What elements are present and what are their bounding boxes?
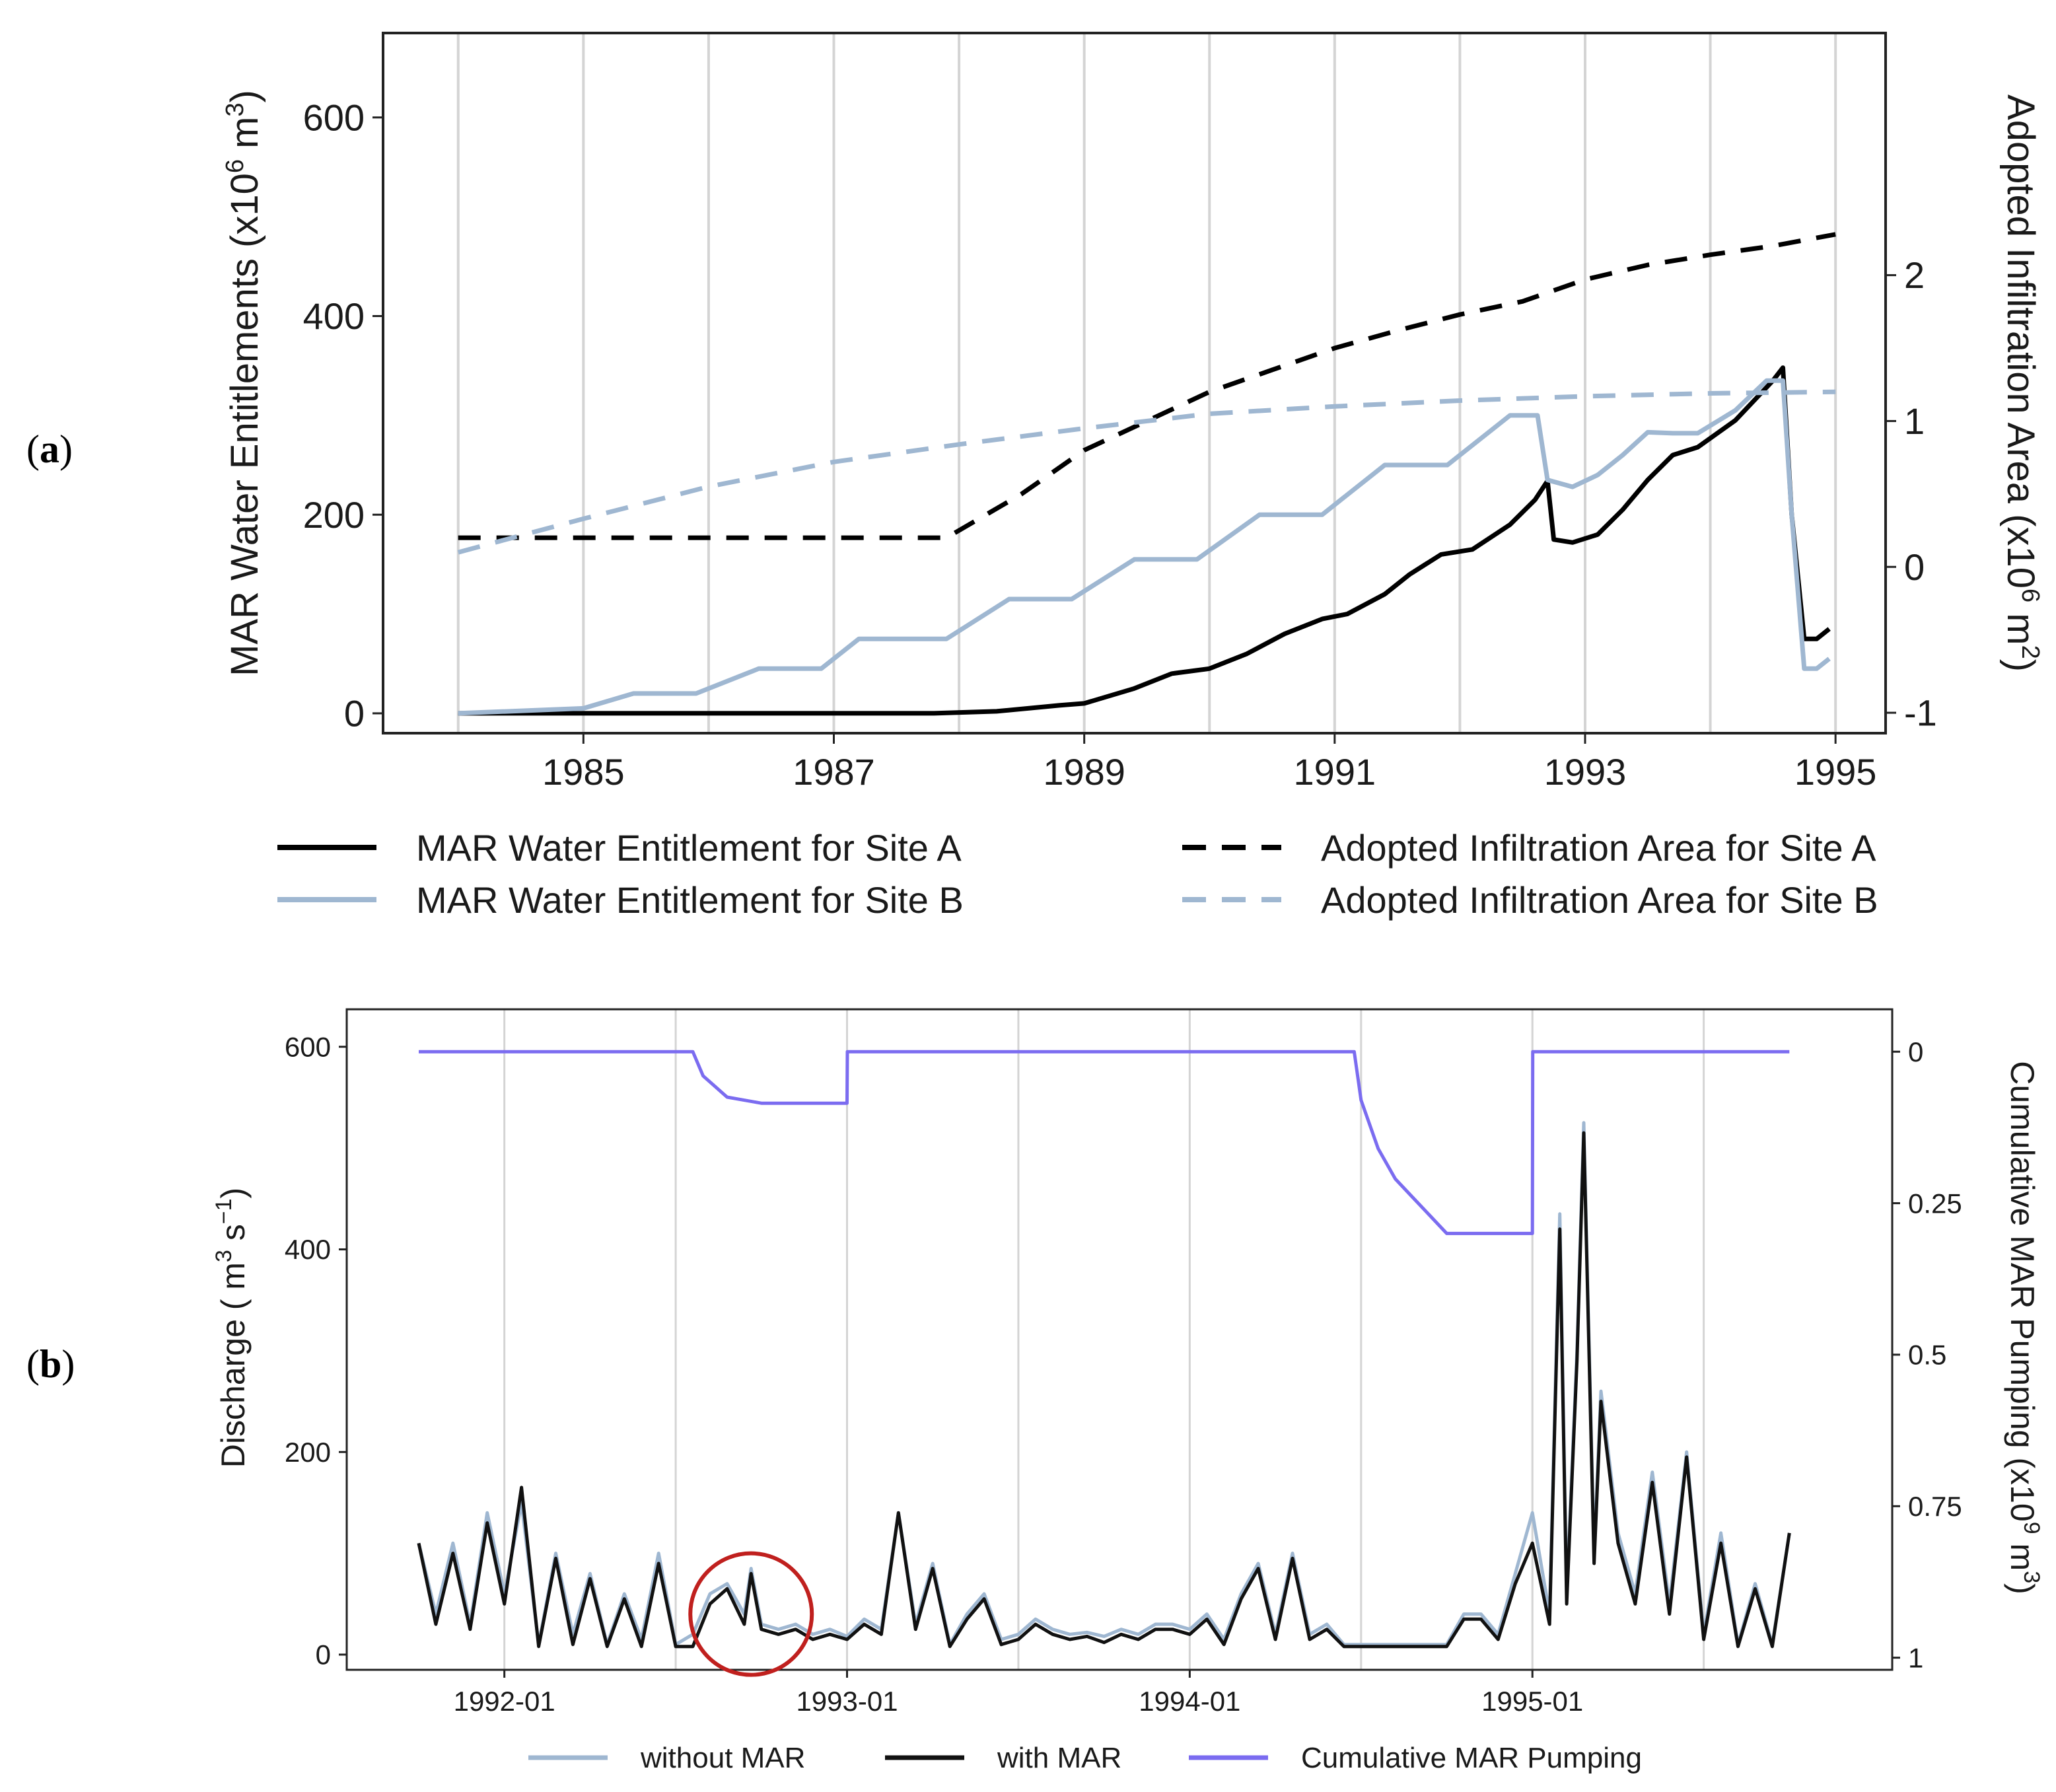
panel-b-x-axis: 1992-01 1993-01 1994-01 1995-01 — [454, 1670, 1583, 1717]
panel-a-plot-border — [382, 32, 1887, 735]
panel-b-plot-border — [345, 1008, 1894, 1671]
legend-label-mar-water-entitlement-for-site-a: MAR Water Entitlement for Site A — [416, 827, 962, 869]
panel-b-y-label: Discharge ( m3 s−1) — [211, 1188, 252, 1468]
y2-tick-label-0-25: 0.25 — [1908, 1188, 1962, 1219]
y2-tick-label-0: 0 — [1904, 546, 1925, 588]
y2-tick-label-0: 0 — [1908, 1036, 1923, 1067]
y-tick-label-200: 200 — [285, 1437, 331, 1468]
x-tick-label-1993: 1993 — [1544, 751, 1627, 793]
legend-label-with-mar: with MAR — [997, 1742, 1121, 1774]
y2-tick-label-0-75: 0.75 — [1908, 1491, 1962, 1522]
y2-tick-label-1: -1 — [1904, 692, 1937, 734]
x-tick-label-1995-01: 1995-01 — [1481, 1686, 1583, 1717]
series-line-adopted-infiltration-area-for-site-b — [457, 389, 1836, 555]
panel-a-y-axis: 0 200 400 600 — [303, 96, 383, 735]
panel-b-y2-label: Cumulative MAR Pumping (x109 m3) — [2004, 1061, 2044, 1595]
legend-label-without-mar: without MAR — [640, 1742, 805, 1774]
x-tick-label-1987: 1987 — [793, 751, 875, 793]
y2-tick-label-0-5: 0.5 — [1908, 1340, 1946, 1371]
panel-b-legend: without MAR with MAR Cumulative MAR Pumpin… — [528, 1742, 1642, 1774]
panel-a-gridlines — [456, 33, 1837, 733]
y-tick-label-0: 0 — [316, 1639, 331, 1670]
panel-a-y-label: MAR Water Entitlements (x106 m3) — [221, 90, 266, 676]
x-tick-label-1989: 1989 — [1043, 751, 1125, 793]
x-tick-label-1995: 1995 — [1794, 751, 1877, 793]
annotation-circle — [688, 1551, 814, 1677]
y-tick-label-600: 600 — [285, 1031, 331, 1062]
x-tick-label-1992-01: 1992-01 — [454, 1686, 555, 1717]
legend-label-adopted-infiltration-area-for-site-b: Adopted Infiltration Area for Site B — [1321, 879, 1878, 921]
series-line-with-mar — [417, 1131, 1791, 1649]
legend-label-mar-water-entitlement-for-site-b: MAR Water Entitlement for Site B — [416, 879, 964, 921]
series-line-mar-water-entitlement-for-site-a — [458, 365, 1831, 716]
panel-a-y2-axis: -1 0 1 2 — [1886, 254, 1937, 734]
panel-b-series — [417, 1050, 1791, 1649]
panel-a-y2-label: Adopted Infiltration Area (x106 m2) — [1999, 94, 2044, 672]
y-tick-label-400: 400 — [303, 295, 365, 337]
x-tick-label-1985: 1985 — [542, 751, 625, 793]
legend-label-adopted-infiltration-area-for-site-a: Adopted Infiltration Area for Site A — [1321, 827, 1876, 869]
panel-label-b: (b) — [26, 1342, 75, 1386]
series-line-cumulative-mar-pumping — [419, 1050, 1790, 1235]
x-tick-label-1994-01: 1994-01 — [1139, 1686, 1240, 1717]
x-tick-label-1991: 1991 — [1294, 751, 1376, 793]
panel-a-series — [457, 232, 1836, 716]
x-tick-label-1993-01: 1993-01 — [796, 1686, 898, 1717]
y-tick-label-400: 400 — [285, 1234, 331, 1265]
panel-b-y-axis: 0 200 400 600 — [285, 1031, 347, 1670]
series-line-mar-water-entitlement-for-site-b — [458, 378, 1831, 716]
y2-tick-label-1: 1 — [1908, 1642, 1923, 1673]
panel-a-legend: MAR Water Entitlement for Site A Adopted … — [277, 827, 1878, 921]
panel-a-chart: 1985 1987 1989 1991 1993 1995 0 200 400 600 -1 0 1… — [221, 32, 2044, 921]
panel-a-x-axis: 1985 1987 1989 1991 1993 1995 — [542, 733, 1876, 793]
legend-label-cumulative-mar-pumping: Cumulative MAR Pumping — [1301, 1742, 1642, 1774]
panel-b-chart: 1992-01 1993-01 1994-01 1995-01 0200400600 … — [211, 1008, 2044, 1774]
panel-label-a: (a) — [26, 427, 73, 471]
series-line-adopted-infiltration-area-for-site-a — [458, 232, 1836, 540]
y2-tick-label-1: 1 — [1904, 400, 1925, 442]
y2-tick-label-2: 2 — [1904, 254, 1925, 296]
panel-b-gridlines — [503, 1009, 1705, 1670]
panel-b-y2-axis: 0 0.25 0.5 0.75 1 — [1892, 1036, 1962, 1673]
y-tick-label-0: 0 — [344, 693, 365, 735]
panel-b-annotation — [688, 1551, 814, 1677]
y-tick-label-600: 600 — [303, 96, 365, 138]
y-tick-label-200: 200 — [303, 494, 365, 536]
